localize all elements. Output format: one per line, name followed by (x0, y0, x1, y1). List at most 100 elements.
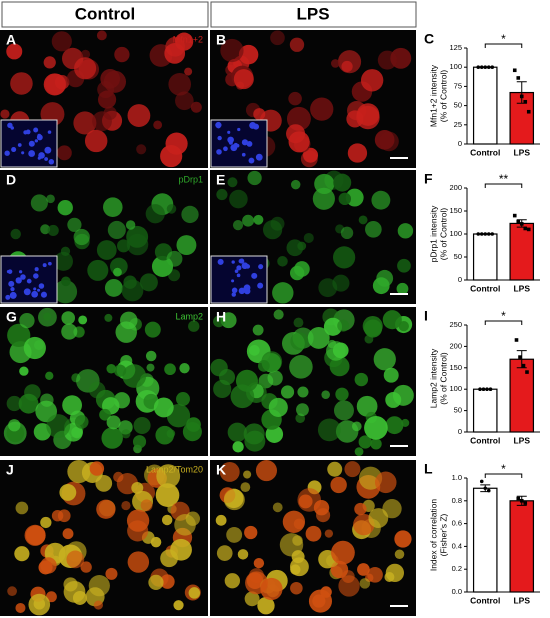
cell (297, 488, 322, 512)
x-tick-label: Control (470, 435, 500, 445)
bar (472, 233, 498, 281)
bar (472, 66, 498, 145)
nucleus (18, 270, 23, 274)
cell (330, 476, 347, 494)
significance-bracket (484, 320, 523, 325)
bar (472, 487, 498, 593)
cell (270, 30, 285, 46)
cell (62, 395, 83, 416)
cell (290, 581, 303, 595)
stain-label: Lamp2/Tom20 (146, 464, 203, 474)
data-point (519, 94, 524, 99)
cell (92, 111, 112, 132)
data-point (526, 227, 531, 232)
cell (184, 67, 193, 76)
data-point (486, 232, 491, 236)
y-axis-label: Mfn1+2 intensity (428, 64, 438, 127)
data-point (523, 226, 528, 231)
cell (272, 282, 294, 304)
cell (215, 514, 227, 526)
cell (28, 593, 51, 616)
x-tick-label: LPS (513, 147, 530, 157)
cell (53, 251, 73, 271)
cell (331, 540, 355, 565)
cell (367, 566, 383, 583)
cell (61, 276, 71, 287)
cell (73, 111, 97, 135)
cell (273, 309, 284, 320)
data-point (521, 363, 526, 368)
nucleus (249, 121, 257, 129)
cell (358, 435, 372, 449)
bar (472, 388, 498, 433)
cell (345, 188, 364, 207)
cell (122, 364, 147, 388)
nucleus (231, 260, 235, 264)
cell (312, 594, 326, 608)
nucleus (23, 288, 31, 296)
panel-label: D (6, 172, 16, 188)
stain-label: Lamp2 (175, 311, 203, 321)
cell (237, 549, 249, 560)
cell (289, 265, 305, 281)
panel-label: E (216, 172, 225, 188)
y-tick-label: 100 (449, 62, 462, 71)
nucleus (33, 287, 37, 291)
nucleus (44, 157, 49, 161)
nucleus (5, 294, 11, 300)
cell (59, 484, 77, 501)
nucleus (236, 265, 242, 271)
cell (397, 258, 411, 273)
nucleus (38, 283, 45, 289)
cell (257, 360, 270, 372)
nucleus (245, 264, 251, 269)
cell (145, 350, 157, 362)
cell (87, 259, 109, 281)
cell (255, 460, 278, 482)
significance-label: * (501, 32, 506, 46)
cell (397, 223, 414, 239)
cell (365, 220, 382, 238)
cell (67, 217, 82, 232)
cell (344, 461, 361, 478)
cell (24, 524, 46, 546)
cell (341, 570, 355, 584)
cell (297, 386, 309, 398)
data-point (479, 479, 484, 484)
y-tick-label: 0 (458, 139, 462, 148)
cell (132, 435, 147, 449)
significance-bracket (484, 473, 523, 478)
y-tick-label: 250 (449, 320, 462, 329)
y-tick-label: 150 (449, 206, 462, 215)
data-point (483, 65, 488, 69)
cell (210, 358, 228, 377)
cell (80, 49, 91, 60)
cell (398, 320, 409, 332)
cell (45, 371, 54, 381)
nucleus (227, 136, 234, 144)
cell (78, 315, 88, 325)
cell (335, 387, 349, 401)
cell (223, 489, 245, 511)
cell (43, 56, 56, 69)
cell (60, 246, 71, 256)
y-axis-label: (% of Control) (438, 352, 448, 405)
cell (288, 131, 310, 153)
nucleus (7, 269, 13, 274)
cell (351, 421, 362, 432)
cell (40, 557, 57, 574)
cell (240, 482, 251, 492)
panel-label: L (424, 461, 433, 477)
cell (291, 550, 305, 564)
cell (117, 239, 131, 253)
cell (126, 509, 150, 532)
cell (265, 425, 284, 443)
nucleus (241, 152, 246, 157)
data-point (512, 213, 517, 218)
cell (244, 591, 260, 607)
panel-label: A (6, 32, 16, 48)
cell (227, 422, 247, 442)
cell (98, 90, 117, 109)
panel-label: G (6, 309, 17, 325)
cell (316, 508, 331, 523)
